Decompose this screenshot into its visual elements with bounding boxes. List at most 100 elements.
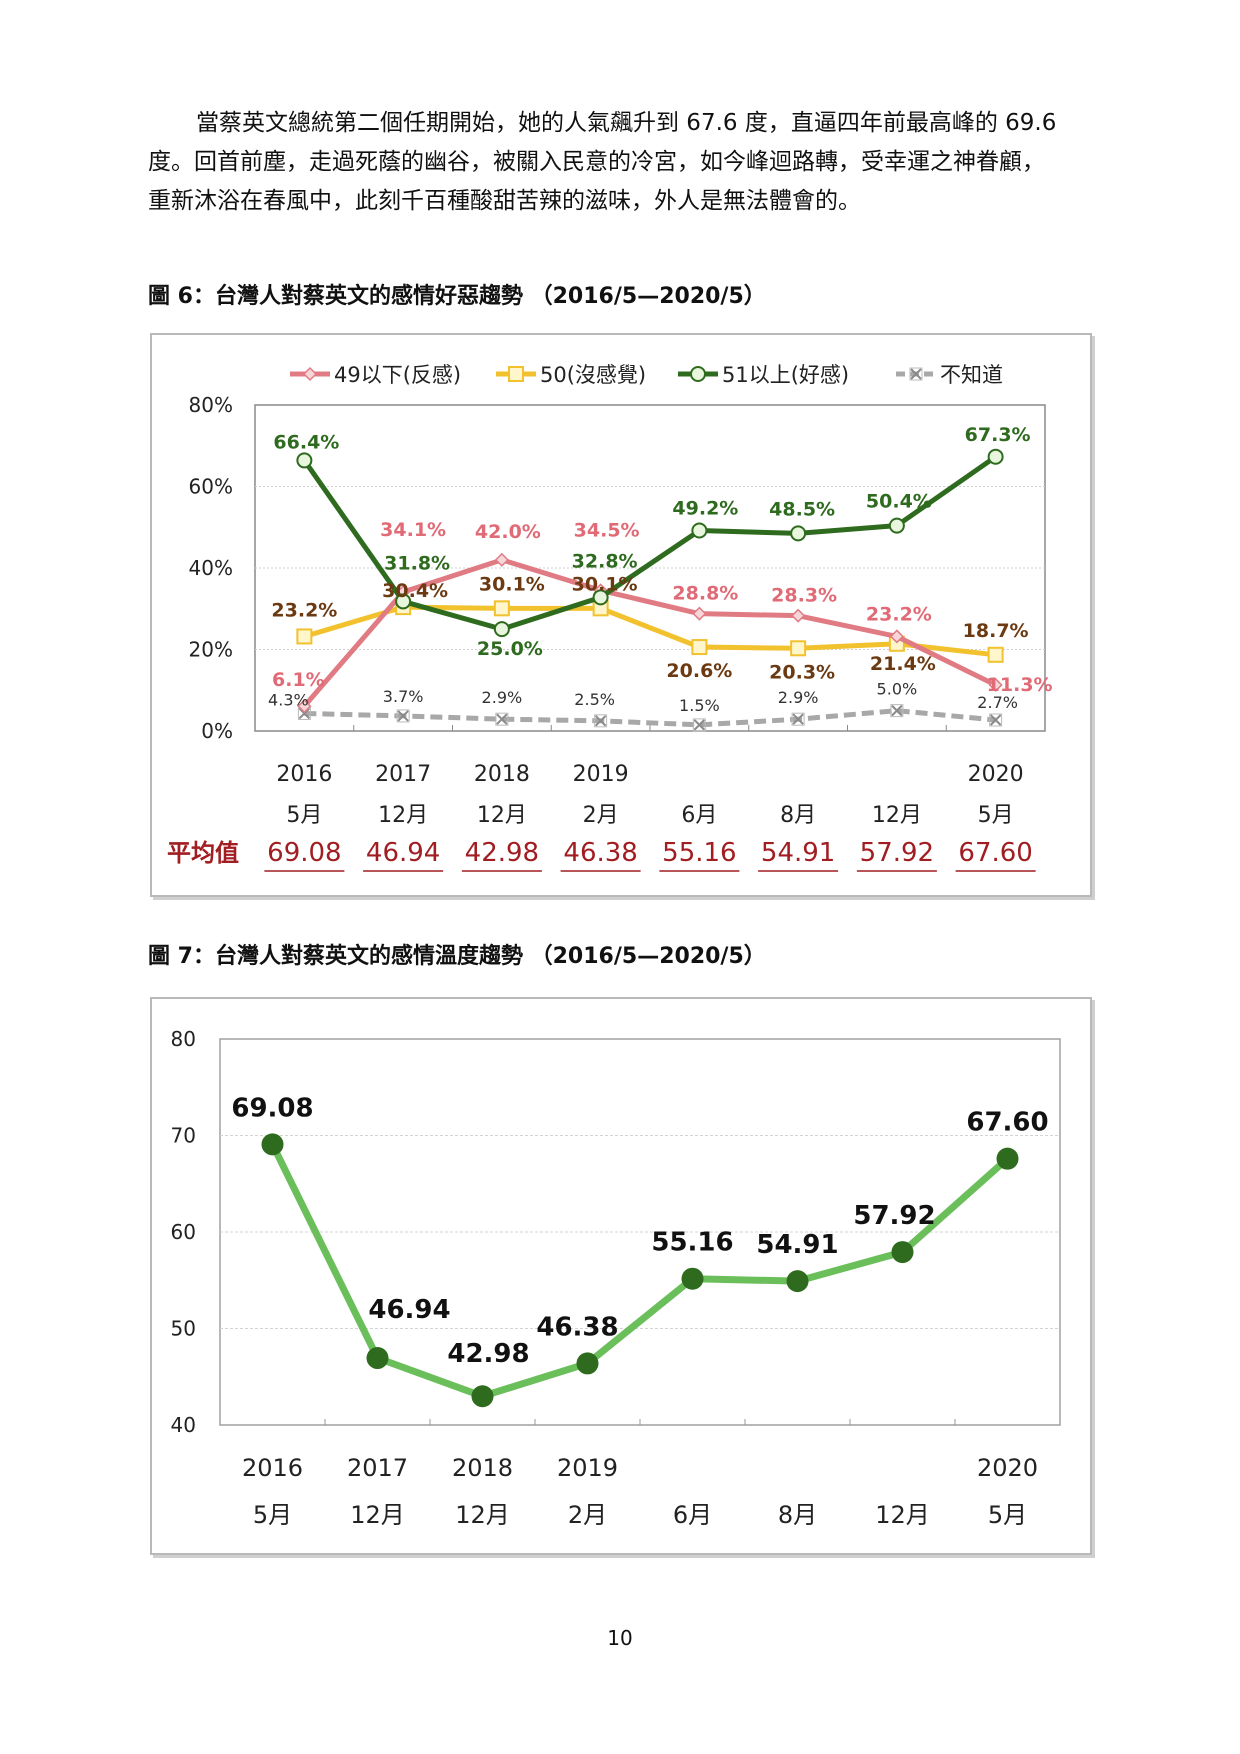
data-point-box — [890, 704, 904, 718]
data-point — [987, 646, 1004, 663]
data-label: 2.9% — [778, 688, 819, 707]
x-tick-label-month: 12月 — [350, 1501, 405, 1529]
body-paragraph: 當蔡英文總統第二個任期開始，她的人氣飆升到 67.6 度，直逼四年前最高峰的 6… — [148, 104, 1098, 221]
x-tick-label-month: 12月 — [477, 803, 527, 828]
y-tick-label: 40 — [171, 1413, 196, 1437]
x-tick-label-year: 2017 — [347, 1454, 408, 1482]
x-tick-label-year: 2020 — [968, 762, 1024, 787]
legend-label: 50(沒感覺) — [540, 363, 646, 387]
paragraph-line: 度。回首前塵，走過死蔭的幽谷，被關入民意的冷宮，如今峰迴路轉，受幸運之神眷顧， — [148, 149, 1045, 175]
data-point — [790, 640, 807, 657]
figure-7-caption: 圖 7：台灣人對蔡英文的感情溫度趨勢 （2016/5—2020/5） — [148, 944, 766, 969]
data-label: 21.4% — [870, 653, 936, 675]
data-point — [494, 552, 509, 567]
data-label: 55.16 — [651, 1228, 733, 1258]
y-tick-label: 20% — [189, 638, 233, 662]
x-tick-label-year: 2018 — [474, 762, 530, 787]
data-point — [493, 621, 510, 638]
data-point — [296, 628, 313, 645]
x-tick-label-month: 5月 — [978, 803, 1014, 828]
x-tick-label-month: 5月 — [988, 1501, 1027, 1529]
data-label: 67.3% — [965, 424, 1031, 446]
legend-label: 51以上(好感) — [722, 363, 849, 387]
paragraph-line: 重新沐浴在春風中，此刻千百種酸甜苦辣的滋味，外人是無法體會的。 — [148, 188, 861, 214]
data-point-box — [495, 712, 509, 726]
average-value: 46.94 — [366, 838, 440, 868]
data-point-box — [594, 714, 608, 728]
data-label: 66.4% — [273, 431, 339, 453]
data-label: 20.3% — [769, 661, 835, 683]
data-point-box — [989, 713, 1003, 727]
data-label: 42.0% — [475, 521, 541, 543]
average-value: 57.92 — [860, 838, 934, 868]
data-label: 11.3% — [987, 674, 1053, 696]
data-point — [786, 1270, 809, 1293]
data-point — [889, 629, 904, 644]
average-value: 67.60 — [958, 838, 1032, 868]
page-number: 10 — [607, 1626, 633, 1650]
legend-marker — [910, 368, 922, 380]
legend-marker — [302, 366, 318, 382]
data-label: 25.0% — [477, 638, 543, 660]
chart-favorability-trend: 0% 20% 40% 60% 80% 49以下(反感) 50(沒感覺) 51以上(好感) 不知道… — [150, 333, 1092, 897]
y-tick-label: 60% — [189, 475, 233, 499]
data-label: 49.2% — [672, 498, 738, 520]
legend-marker — [508, 366, 524, 382]
y-tick-label: 80 — [171, 1027, 196, 1051]
data-label: 30.1% — [479, 573, 545, 595]
data-label: 20.6% — [666, 660, 732, 682]
data-point — [594, 715, 607, 727]
data-point — [397, 710, 409, 722]
data-label: 3.7% — [383, 687, 424, 706]
average-value: 46.38 — [563, 838, 637, 868]
paragraph-line: 當蔡英文總統第二個任期開始，她的人氣飆升到 67.6 度，直逼四年前最高峰的 6… — [196, 110, 1057, 136]
data-point — [888, 517, 905, 534]
data-label: 30.1% — [572, 573, 638, 595]
data-label: 28.3% — [771, 585, 837, 607]
data-point — [493, 600, 510, 617]
data-label: 2.5% — [574, 690, 615, 709]
data-point — [395, 593, 412, 610]
data-point — [996, 1147, 1019, 1170]
series-line — [302, 557, 997, 708]
data-label: 23.2% — [866, 603, 932, 625]
data-point-box — [791, 712, 805, 726]
chart-1-svg: 0% 20% 40% 60% 80% 49以下(反感) 50(沒感覺) 51以上(好感) 不知道… — [167, 363, 1053, 872]
data-point — [692, 606, 707, 621]
x-tick-label-month: 8月 — [778, 1501, 817, 1529]
x-tick-label-month: 5月 — [286, 803, 322, 828]
data-point — [366, 1347, 389, 1370]
data-point — [987, 448, 1004, 465]
data-label: 6.1% — [272, 669, 325, 691]
x-tick-label-year: 2020 — [977, 1454, 1038, 1482]
figure-6-caption: 圖 6：台灣人對蔡英文的感情好惡趨勢 （2016/5—2020/5） — [148, 284, 766, 309]
data-label: 54.91 — [756, 1230, 838, 1260]
data-point — [693, 719, 706, 731]
data-label: 30.4% — [382, 580, 448, 602]
x-tick-label-month: 2月 — [568, 1501, 607, 1529]
y-tick-label: 0% — [201, 719, 233, 743]
data-label: 69.08 — [231, 1093, 313, 1123]
data-label: 34.1% — [380, 519, 446, 541]
y-tick-label: 50 — [171, 1317, 196, 1341]
series-line — [269, 1142, 1010, 1400]
x-tick-label-year: 2019 — [573, 762, 629, 787]
data-label: 28.8% — [672, 583, 738, 605]
x-tick-label-month: 2月 — [583, 803, 619, 828]
data-label: 34.5% — [574, 519, 640, 541]
average-row-label: 平均值 — [167, 839, 239, 867]
data-label: 23.2% — [271, 599, 337, 621]
x-tick-label-month: 12月 — [455, 1501, 510, 1529]
y-tick-label: 40% — [189, 556, 233, 580]
data-point — [891, 704, 903, 717]
x-tick-label-month: 8月 — [780, 803, 816, 828]
average-value: 54.91 — [761, 838, 835, 868]
data-label: 18.7% — [963, 620, 1029, 642]
data-point — [891, 1241, 914, 1264]
data-point — [791, 608, 806, 623]
data-label: 46.38 — [536, 1312, 618, 1342]
data-label: 48.5% — [769, 498, 835, 520]
x-tick-label-month: 12月 — [872, 803, 922, 828]
data-point — [988, 677, 1003, 693]
